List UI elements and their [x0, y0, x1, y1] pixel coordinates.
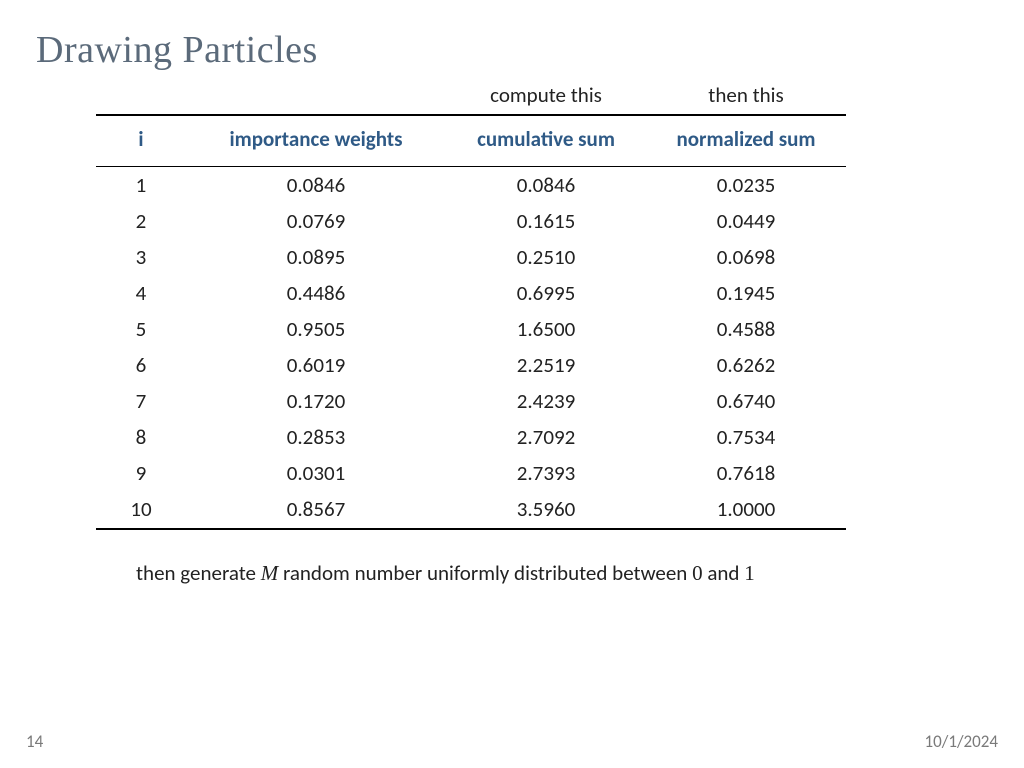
cell-weight: 0.1720: [186, 383, 446, 419]
cell-normsum: 0.6262: [646, 347, 846, 383]
note-zero: 0: [692, 561, 703, 585]
cell-cumsum: 3.5960: [446, 491, 646, 529]
note-one: 1: [744, 561, 755, 585]
cell-normsum: 0.7618: [646, 455, 846, 491]
page-number: 14: [26, 731, 43, 752]
slide: Drawing Particles compute this then this…: [0, 0, 1024, 768]
table-row: 70.17202.42390.6740: [96, 383, 846, 419]
table-row: 100.85673.59601.0000: [96, 491, 846, 529]
instruction-note: then generate M random number uniformly …: [136, 560, 988, 586]
table-row: 60.60192.25190.6262: [96, 347, 846, 383]
note-var-m: M: [261, 561, 279, 585]
cell-normsum: 0.1945: [646, 275, 846, 311]
note-mid: random number uniformly distributed betw…: [278, 560, 692, 586]
cell-weight: 0.4486: [186, 275, 446, 311]
cell-normsum: 0.0698: [646, 239, 846, 275]
cell-weight: 0.0846: [186, 167, 446, 204]
annotation-compute: compute this: [446, 82, 646, 108]
col-header-normsum: normalized sum: [646, 115, 846, 167]
col-header-weights: importance weights: [186, 115, 446, 167]
cell-weight: 0.6019: [186, 347, 446, 383]
cell-i: 1: [96, 167, 186, 204]
table-row: 90.03012.73930.7618: [96, 455, 846, 491]
cell-normsum: 0.6740: [646, 383, 846, 419]
cell-normsum: 0.0235: [646, 167, 846, 204]
cell-cumsum: 2.2519: [446, 347, 646, 383]
slide-date: 10/1/2024: [925, 731, 998, 752]
cell-i: 8: [96, 419, 186, 455]
table-row: 40.44860.69950.1945: [96, 275, 846, 311]
cell-i: 6: [96, 347, 186, 383]
table-row: 10.08460.08460.0235: [96, 167, 846, 204]
cell-i: 7: [96, 383, 186, 419]
cell-cumsum: 2.7393: [446, 455, 646, 491]
table-row: 80.28532.70920.7534: [96, 419, 846, 455]
cell-normsum: 1.0000: [646, 491, 846, 529]
note-prefix: then generate: [136, 560, 261, 586]
note-and: and: [703, 560, 745, 586]
cell-weight: 0.2853: [186, 419, 446, 455]
cell-weight: 0.0301: [186, 455, 446, 491]
cell-cumsum: 2.7092: [446, 419, 646, 455]
cell-weight: 0.0769: [186, 203, 446, 239]
cell-normsum: 0.0449: [646, 203, 846, 239]
slide-title: Drawing Particles: [36, 28, 988, 72]
cell-cumsum: 0.1615: [446, 203, 646, 239]
cell-cumsum: 0.2510: [446, 239, 646, 275]
cell-normsum: 0.4588: [646, 311, 846, 347]
cell-normsum: 0.7534: [646, 419, 846, 455]
cell-cumsum: 0.6995: [446, 275, 646, 311]
particles-table: i importance weights cumulative sum norm…: [96, 114, 846, 530]
cell-i: 2: [96, 203, 186, 239]
cell-weight: 0.0895: [186, 239, 446, 275]
cell-weight: 0.8567: [186, 491, 446, 529]
cell-i: 3: [96, 239, 186, 275]
cell-cumsum: 0.0846: [446, 167, 646, 204]
cell-weight: 0.9505: [186, 311, 446, 347]
cell-cumsum: 1.6500: [446, 311, 646, 347]
slide-footer: 14 10/1/2024: [0, 731, 1024, 752]
column-annotations: compute this then this: [96, 82, 988, 108]
table-header-row: i importance weights cumulative sum norm…: [96, 115, 846, 167]
cell-cumsum: 2.4239: [446, 383, 646, 419]
cell-i: 5: [96, 311, 186, 347]
cell-i: 4: [96, 275, 186, 311]
table-row: 50.95051.65000.4588: [96, 311, 846, 347]
col-header-cumsum: cumulative sum: [446, 115, 646, 167]
col-header-i: i: [96, 115, 186, 167]
table-body: 10.08460.08460.023520.07690.16150.044930…: [96, 167, 846, 530]
cell-i: 10: [96, 491, 186, 529]
table-row: 30.08950.25100.0698: [96, 239, 846, 275]
annotation-then: then this: [646, 82, 846, 108]
cell-i: 9: [96, 455, 186, 491]
table-row: 20.07690.16150.0449: [96, 203, 846, 239]
